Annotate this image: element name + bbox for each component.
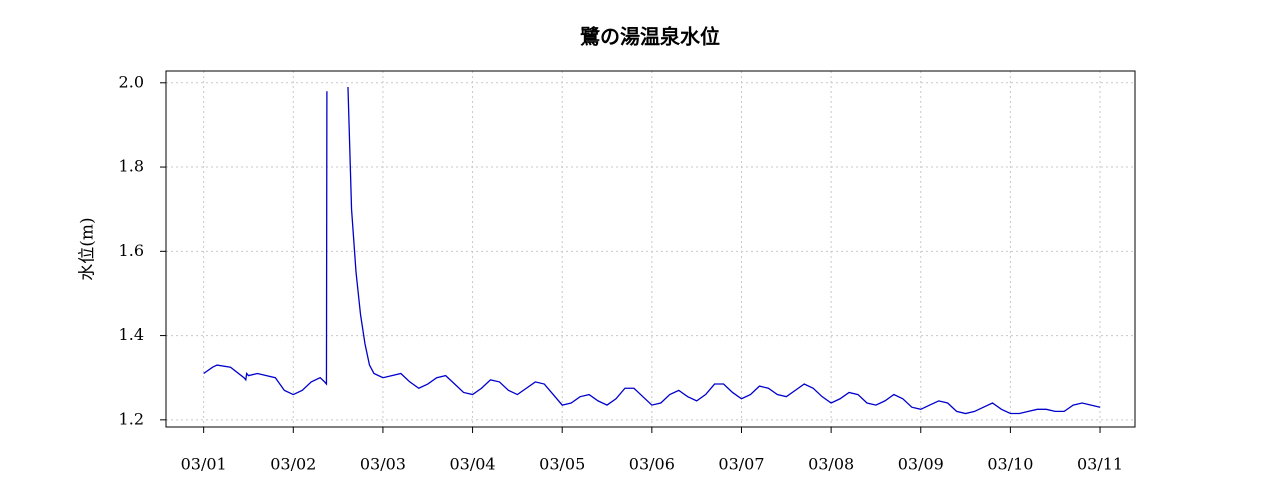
chart-title: 鷺の湯温泉水位 [580,25,720,49]
plot-frame [165,70,1136,428]
x-tick-label: 03/02 [270,455,316,474]
x-tick-label: 03/04 [450,455,496,474]
y-tick-label: 2.0 [119,72,144,91]
x-tick-label: 03/03 [360,455,406,474]
y-tick-label: 1.6 [119,241,144,260]
y-tick-label: 1.8 [119,157,144,176]
x-tick-label: 03/06 [629,455,675,474]
y-tick-label: 1.2 [119,409,144,428]
x-tick-label: 03/11 [1077,455,1123,474]
data-line [203,86,1101,415]
x-tick-label: 03/10 [987,455,1033,474]
y-axis-label: 水位(m) [78,217,98,280]
x-tick-label: 03/01 [181,455,227,474]
x-tick-label: 03/08 [808,455,854,474]
x-tick-label: 03/07 [718,455,764,474]
y-tick-label: 1.4 [119,325,144,344]
x-tick-label: 03/09 [898,455,944,474]
x-tick-label: 03/05 [539,455,585,474]
